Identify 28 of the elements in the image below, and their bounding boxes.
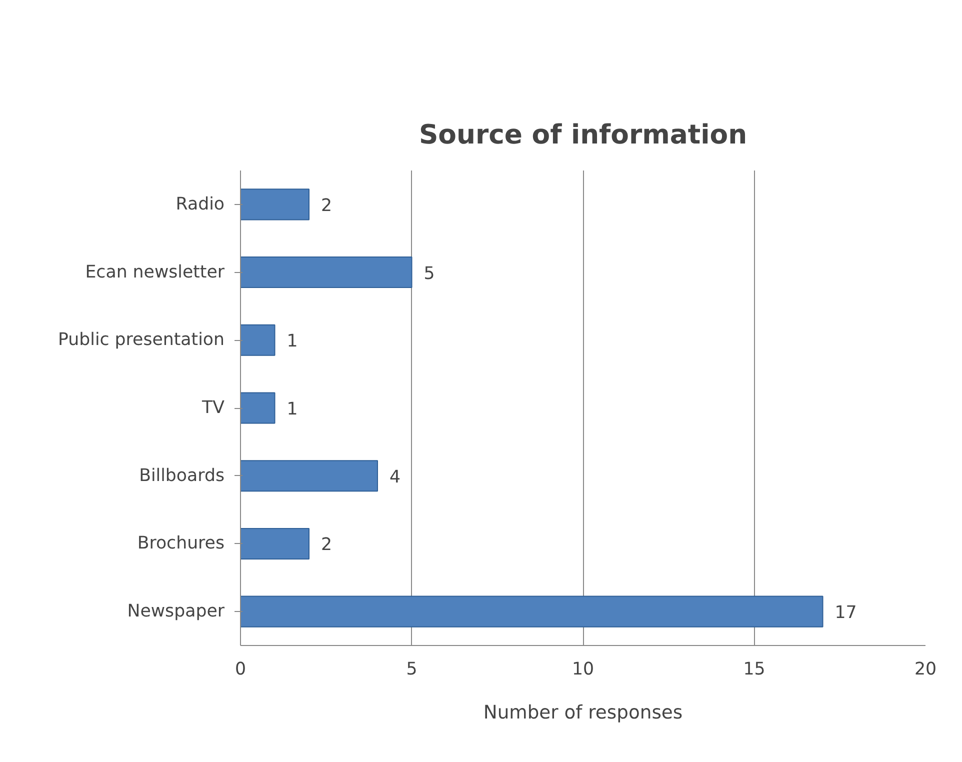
data-label: 5 bbox=[424, 264, 435, 284]
x-tick-label: 5 bbox=[406, 660, 418, 680]
x-tick-label: 10 bbox=[572, 660, 594, 680]
data-label: 1 bbox=[286, 332, 298, 352]
data-label: 2 bbox=[321, 535, 332, 556]
y-tick-label: Newspaper bbox=[127, 602, 226, 622]
y-tick-label: TV bbox=[201, 398, 225, 418]
bar bbox=[240, 188, 310, 220]
data-label: 17 bbox=[834, 603, 857, 624]
data-label: 1 bbox=[286, 400, 298, 420]
x-tick-label: 15 bbox=[743, 660, 766, 680]
bar bbox=[240, 528, 310, 560]
bar bbox=[240, 596, 824, 628]
y-tick-label: Public presentation bbox=[58, 330, 225, 350]
bar bbox=[240, 392, 276, 424]
x-tick-label: 20 bbox=[914, 660, 937, 680]
chart-title: Source of information bbox=[418, 120, 748, 150]
bar bbox=[240, 256, 412, 288]
x-tick-label: 0 bbox=[234, 660, 246, 680]
x-axis-title: Number of responses bbox=[483, 702, 683, 724]
bar bbox=[240, 324, 276, 356]
data-label: 4 bbox=[390, 467, 401, 488]
y-tick-label: Radio bbox=[176, 194, 225, 214]
y-tick-label: Brochures bbox=[137, 534, 225, 554]
data-label: 2 bbox=[321, 196, 332, 216]
y-tick-label: Ecan newsletter bbox=[85, 262, 226, 282]
bar bbox=[240, 460, 378, 492]
y-tick-label: Billboards bbox=[139, 466, 225, 486]
